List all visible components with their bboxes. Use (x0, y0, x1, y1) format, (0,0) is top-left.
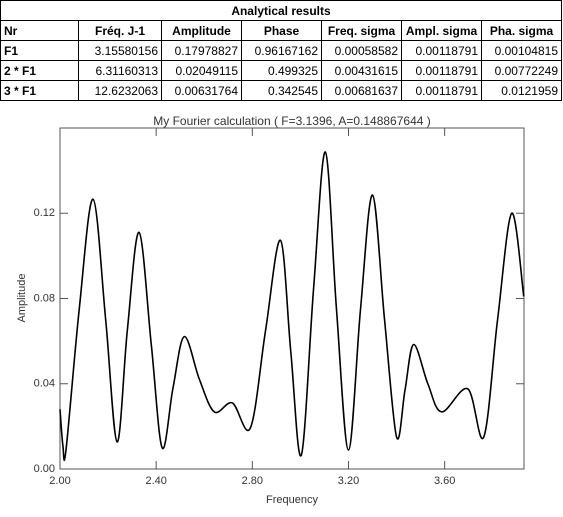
cell: 0.00772249 (481, 60, 562, 81)
cell: F1 (0, 40, 79, 61)
cell: 0.00104815 (481, 40, 562, 61)
cell: 0.96167162 (241, 40, 322, 61)
header-cell: Freq. sigma (321, 20, 402, 41)
y-axis-label: Amplitude (16, 274, 28, 323)
chart-title: My Fourier calculation ( F=3.1396, A=0.1… (153, 114, 431, 128)
data-row: 3 * F1 12.6232063 0.00631764 0.342545 0.0068… (0, 80, 562, 101)
cell: 0.17978827 (161, 40, 242, 61)
header-cell: Ampl. sigma (401, 20, 482, 41)
header-cell: Nr (0, 20, 79, 41)
header-row: Nr Fréq. J-1 Amplitude Phase Freq. sigma Ampl… (0, 20, 562, 41)
cell: 0.00118791 (401, 80, 482, 101)
cell: 0.00058582 (321, 40, 402, 61)
cell: 0.02049115 (161, 60, 242, 81)
cell: 12.6232063 (78, 80, 162, 101)
x-tick-label: 3.20 (338, 475, 359, 487)
results-table: Analytical results Nr Fréq. J-1 Amplitude Ph… (0, 0, 562, 101)
y-tick-label: 0.04 (34, 378, 55, 390)
data-row: F1 3.15580156 0.17978827 0.96167162 0.000585… (0, 40, 562, 61)
cell: 0.0121959 (481, 80, 562, 101)
data-row: 2 * F1 6.31160313 0.02049115 0.499325 0.0043… (0, 60, 562, 81)
y-tick-label: 0.08 (34, 292, 55, 304)
x-tick-label: 2.80 (242, 475, 263, 487)
cell: 3.15580156 (78, 40, 162, 61)
cell: 0.499325 (241, 60, 322, 81)
header-cell: Amplitude (161, 20, 242, 41)
cell: 0.00681637 (321, 80, 402, 101)
cell: 6.31160313 (78, 60, 162, 81)
cell: 0.00631764 (161, 80, 242, 101)
cell: 2 * F1 (0, 60, 79, 81)
cell: 3 * F1 (0, 80, 79, 101)
x-tick-label: 2.40 (145, 475, 166, 487)
line (59, 151, 525, 462)
cell: 0.00118791 (401, 60, 482, 81)
x-tick-label: 2.00 (49, 475, 70, 487)
cell: 0.00118791 (401, 40, 482, 61)
table-title: Analytical results (0, 0, 562, 21)
x-axis-label: Frequency (266, 494, 318, 506)
x-tick-label: 3.60 (434, 475, 455, 487)
header-cell: Fréq. J-1 (78, 20, 162, 41)
header-cell: Phase (241, 20, 322, 41)
y-tick-label: 0.12 (34, 207, 55, 219)
cell: 0.00431615 (321, 60, 402, 81)
y-tick-label: 0.00 (34, 463, 55, 475)
header-cell: Pha. sigma (481, 20, 562, 41)
title-row: Analytical results (0, 0, 562, 21)
cell: 0.342545 (241, 80, 322, 101)
